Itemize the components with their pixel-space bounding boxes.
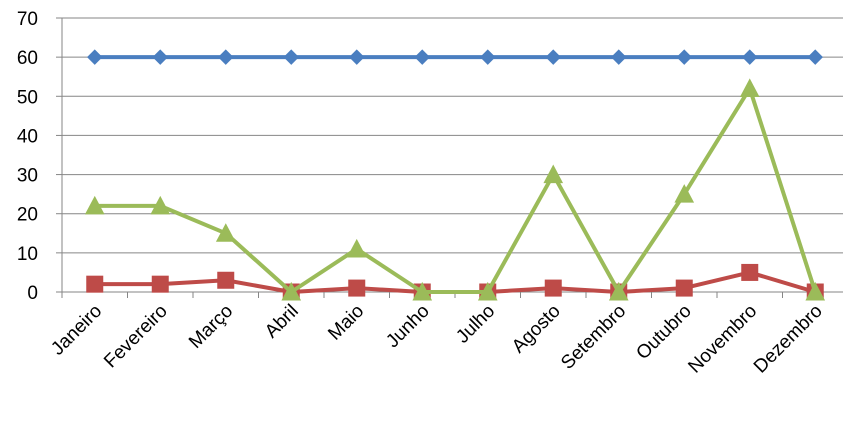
series-layer	[84, 49, 826, 301]
y-axis: 0 10 20 30 40 50 60 70	[17, 9, 63, 304]
series-line	[94, 270, 816, 294]
y-tick-label: 30	[17, 166, 38, 187]
data-point	[807, 49, 823, 65]
data-point	[217, 271, 235, 289]
data-point	[215, 223, 236, 242]
data-point	[741, 263, 759, 281]
y-tick-label: 0	[27, 283, 38, 304]
y-tick-label: 40	[17, 126, 38, 147]
y-tick-label: 10	[17, 244, 38, 265]
data-point	[543, 164, 564, 184]
x-tick-label: Março	[185, 301, 237, 353]
data-point	[412, 281, 433, 301]
data-point	[674, 184, 695, 203]
data-point	[349, 49, 365, 65]
data-point	[87, 49, 103, 65]
x-tick-label: Dezembro	[750, 301, 827, 378]
x-tick-label: Agosto	[508, 301, 565, 358]
x-tick-label: Setembro	[557, 301, 630, 374]
series-line	[94, 86, 818, 294]
data-point	[414, 49, 430, 65]
data-point	[480, 49, 496, 65]
data-point	[86, 275, 104, 293]
data-point	[152, 49, 168, 65]
data-point	[739, 78, 760, 97]
data-point	[676, 49, 692, 65]
x-tick-label: Maio	[324, 301, 368, 345]
data-point	[675, 279, 693, 297]
data-point	[346, 238, 367, 258]
y-tick-label: 50	[17, 87, 38, 108]
data-point	[742, 49, 758, 65]
data-point	[805, 281, 826, 301]
y-tick-label: 20	[17, 205, 38, 226]
data-point	[544, 279, 562, 297]
data-point	[150, 195, 171, 215]
data-point	[283, 49, 299, 65]
x-tick-label: Fevereiro	[100, 301, 172, 373]
data-point	[84, 195, 105, 215]
series-1	[87, 49, 823, 65]
x-tick-label: Outubro	[632, 301, 695, 364]
data-point	[611, 49, 627, 65]
y-tick-label: 60	[17, 48, 38, 69]
data-point	[545, 49, 561, 65]
x-tick-label: Janeiro	[47, 301, 106, 360]
data-point	[348, 279, 366, 297]
data-point	[477, 281, 498, 301]
series-3	[84, 78, 826, 301]
data-point	[151, 275, 169, 293]
x-tick-label: Abril	[261, 301, 303, 343]
x-tick-label: Novembro	[684, 301, 761, 378]
x-tick-label: Julho	[452, 301, 499, 348]
data-point	[218, 49, 234, 65]
x-tick-label: Junho	[382, 301, 433, 352]
data-point	[608, 281, 629, 301]
y-tick-label: 70	[17, 9, 38, 30]
data-point	[281, 281, 302, 301]
